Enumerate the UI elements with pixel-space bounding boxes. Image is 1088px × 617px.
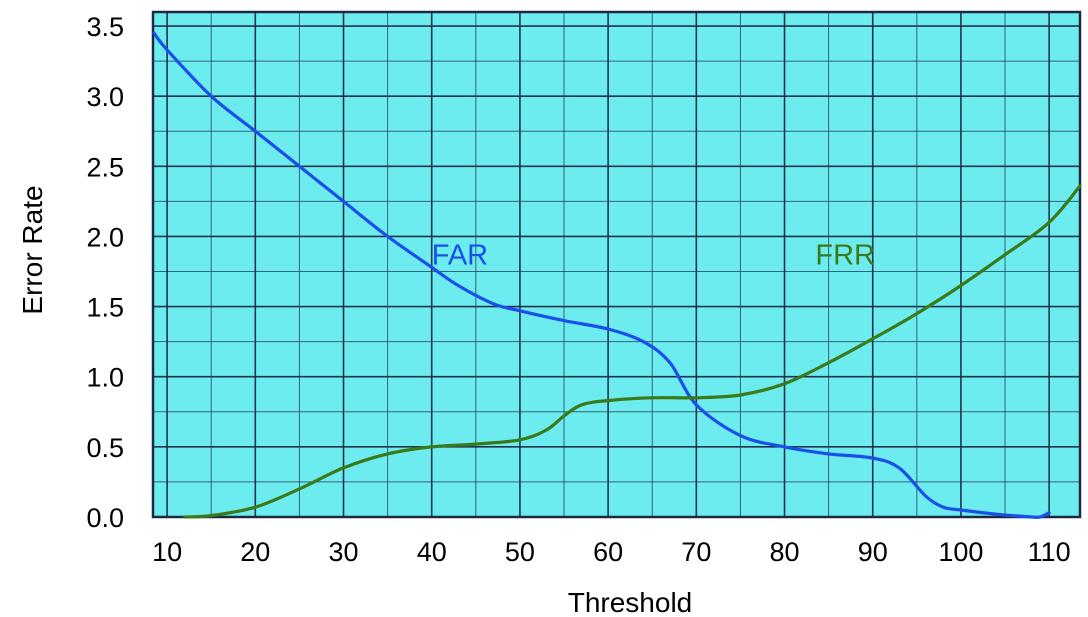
y-tick-label: 2.0 [86, 222, 124, 252]
x-tick-label: 50 [505, 537, 535, 567]
series-label-far: FAR [432, 240, 488, 272]
y-tick-label: 3.0 [86, 82, 124, 112]
x-tick-labels: 10 20 30 40 50 60 70 80 90 100 110 [152, 537, 1071, 567]
x-tick-label: 70 [681, 537, 711, 567]
y-tick-label: 0.5 [86, 433, 124, 463]
plot-frame [151, 10, 1082, 519]
x-tick-label: 10 [152, 537, 182, 567]
plot-background [153, 12, 1080, 517]
y-tick-label: 1.0 [86, 363, 124, 393]
x-tick-label: 30 [328, 537, 358, 567]
y-axis-title: Error Rate [17, 185, 48, 314]
major-grid [153, 12, 1080, 517]
x-tick-label: 100 [938, 537, 983, 567]
y-tick-label: 1.5 [86, 293, 124, 323]
series-lines [152, 31, 1082, 520]
y-tick-label: 0.0 [86, 503, 124, 533]
y-tick-labels: 0.0 0.5 1.0 1.5 2.0 2.5 3.0 3.5 [86, 12, 124, 533]
x-axis-title: Threshold [568, 587, 693, 617]
x-tick-label: 60 [593, 537, 623, 567]
series-label-frr: FRR [815, 240, 875, 272]
y-tick-label: 2.5 [86, 152, 124, 182]
x-tick-label: 90 [858, 537, 888, 567]
x-tick-label: 110 [1028, 537, 1071, 567]
series-line-far [152, 31, 1051, 520]
y-tick-label: 3.5 [86, 12, 124, 42]
x-tick-label: 20 [240, 537, 270, 567]
series-line-frr [183, 184, 1082, 519]
series-labels: FAR FRR [432, 240, 875, 272]
x-tick-label: 40 [417, 537, 447, 567]
x-tick-label: 80 [770, 537, 800, 567]
